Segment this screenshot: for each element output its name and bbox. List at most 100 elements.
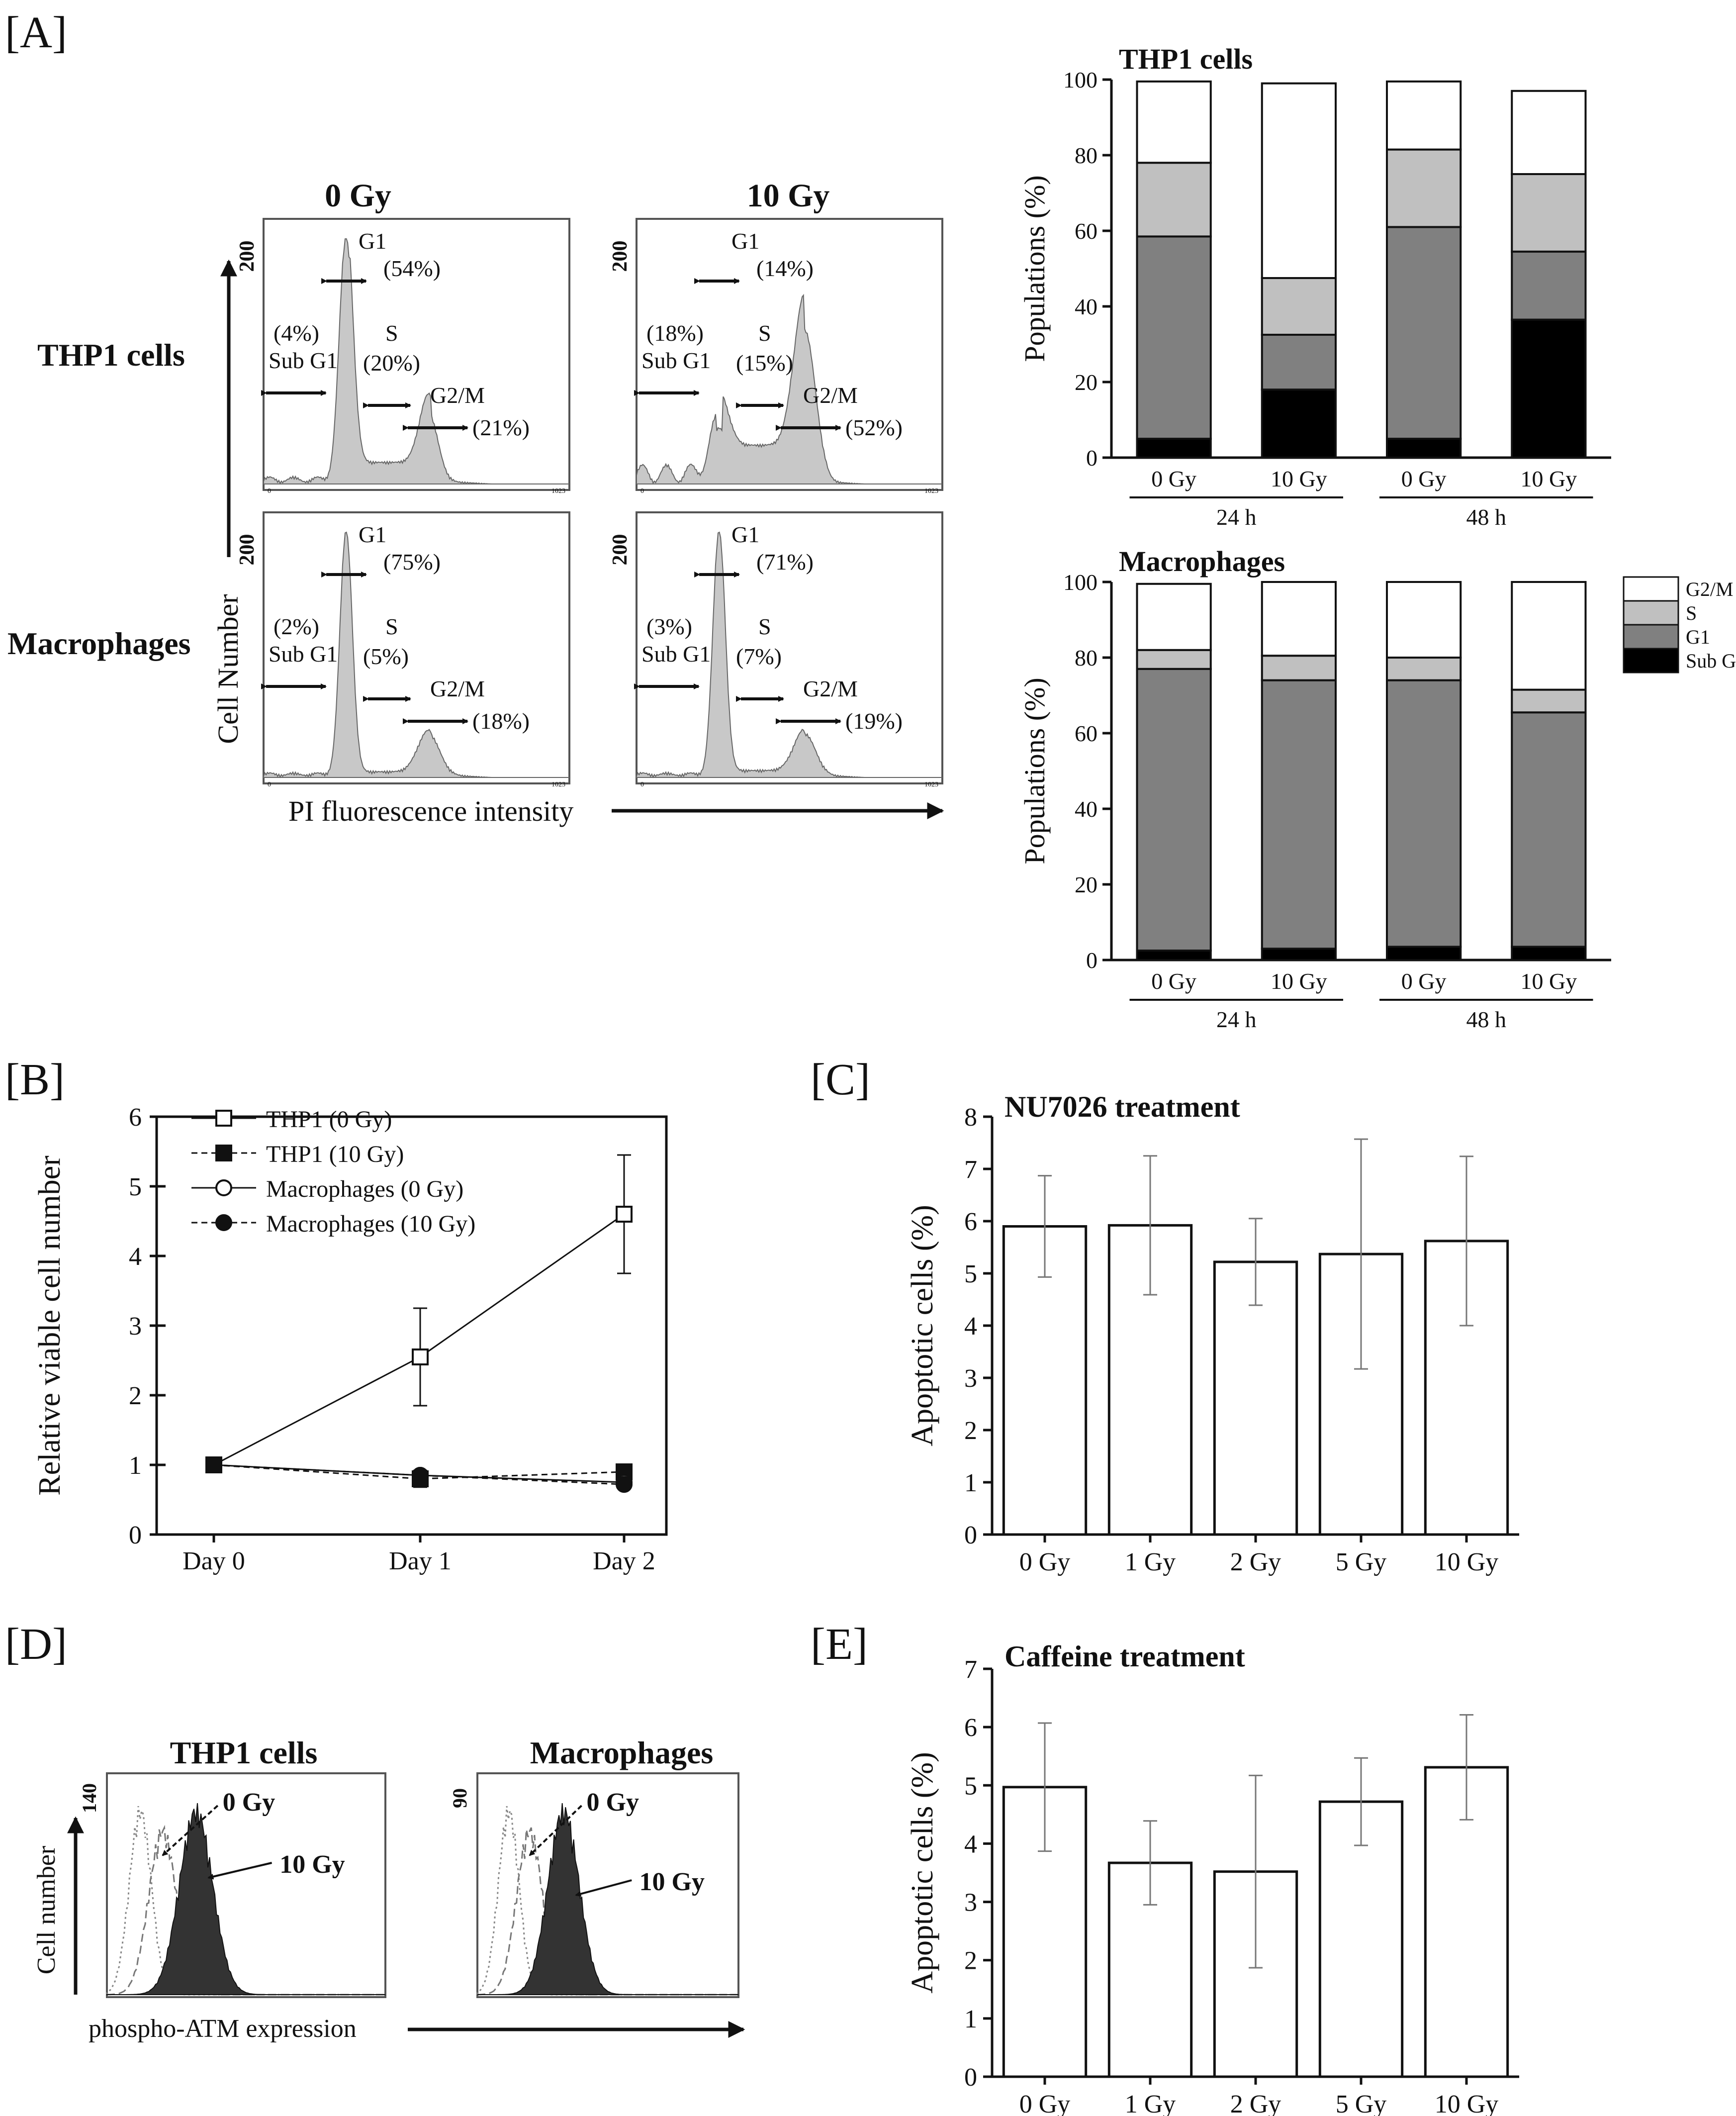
col-title-0gy: 0 Gy bbox=[325, 178, 391, 214]
d-x-axis-label: phospho-ATM expression bbox=[89, 2015, 357, 2043]
y-tick-label: 60 bbox=[1075, 721, 1097, 746]
y-tick-label: 40 bbox=[1075, 796, 1097, 822]
y-tick-label: 0 bbox=[1086, 445, 1097, 471]
g1-label: G1 bbox=[731, 228, 759, 254]
g1-percent: (75%) bbox=[383, 549, 441, 575]
legend-label: Macrophages (10 Gy) bbox=[266, 1211, 475, 1237]
legend-label: Macrophages (0 Gy) bbox=[266, 1176, 463, 1202]
legend-swatch bbox=[1623, 648, 1679, 673]
panel-label-c: [C] bbox=[811, 1055, 870, 1104]
panel-label-b: [B] bbox=[5, 1055, 65, 1104]
bar-segment bbox=[1511, 946, 1587, 962]
histogram-trace bbox=[263, 238, 569, 485]
y-axis-label: Populations (%) bbox=[1018, 175, 1051, 362]
y-max-label: 90 bbox=[449, 1788, 471, 1808]
y-tick-label: 2 bbox=[964, 1947, 977, 1975]
y-max-label: 140 bbox=[78, 1783, 100, 1813]
x-axis-label: PI fluorescence intensity bbox=[288, 795, 573, 827]
bar-segment bbox=[1261, 581, 1337, 657]
y-tick-label: 60 bbox=[1075, 218, 1097, 244]
panel-label-d: [D] bbox=[5, 1620, 67, 1669]
x-tick-label: 10 Gy bbox=[1271, 968, 1327, 994]
histogram-panel: 0 1023 200 G1(75%) (2%)Sub G1 S (5%) G2/M (18%) bbox=[236, 511, 570, 788]
bar-segment bbox=[1261, 679, 1337, 950]
x-tick-label: 2 Gy bbox=[1230, 2090, 1281, 2116]
y-tick-label: 20 bbox=[1075, 370, 1097, 395]
y-tick-label: 2 bbox=[129, 1382, 142, 1410]
g2m-percent: (18%) bbox=[472, 708, 530, 734]
histogram-panel: 0 1023 200 G1(71%) (3%)Sub G1 S (7%) G2/M (19%) bbox=[609, 511, 943, 788]
bar-segment bbox=[1136, 668, 1212, 952]
x-tick-max: 1023 bbox=[551, 487, 565, 495]
y-max-label: 200 bbox=[236, 534, 259, 566]
line-series bbox=[205, 1456, 633, 1493]
x-tick-label: 10 Gy bbox=[1435, 2090, 1499, 2116]
y-tick-label: 6 bbox=[964, 1714, 977, 1742]
y-tick-label: 6 bbox=[964, 1208, 977, 1236]
y-tick-label: 100 bbox=[1063, 570, 1097, 595]
x-tick-label: 0 Gy bbox=[1401, 466, 1447, 491]
d-title-thp1: THP1 cells bbox=[170, 1735, 318, 1770]
x-tick-label: 0 Gy bbox=[1019, 2090, 1071, 2116]
x-tick-label: 5 Gy bbox=[1336, 1548, 1387, 1576]
y-tick-label: 3 bbox=[964, 1364, 977, 1393]
chart-title: THP1 cells bbox=[1119, 43, 1253, 75]
bar-segment bbox=[1386, 438, 1462, 459]
annot-0gy: 0 Gy bbox=[223, 1788, 275, 1817]
y-tick-label: 20 bbox=[1075, 872, 1097, 897]
legend-label: Sub G1 bbox=[1686, 650, 1736, 672]
y-tick-label: 4 bbox=[964, 1312, 977, 1341]
bar-segment bbox=[1386, 946, 1462, 962]
bar-segment bbox=[1261, 277, 1337, 336]
g2m-label: G2/M bbox=[803, 676, 858, 701]
histogram-panel: 0 1023 200 G1(14%) (18%)Sub G1 S (15%) G2/M (52%… bbox=[609, 218, 943, 495]
series-line bbox=[213, 1464, 625, 1480]
g1-label: G1 bbox=[359, 522, 386, 547]
x-tick-label: 0 Gy bbox=[1151, 968, 1196, 994]
g1-percent: (54%) bbox=[383, 256, 441, 281]
bar-segment bbox=[1136, 80, 1212, 164]
atm-histogram-panel: 140 0 Gy 10 Gy bbox=[78, 1772, 386, 1998]
y-tick-label: 4 bbox=[964, 1830, 977, 1858]
x-tick-label: 0 Gy bbox=[1401, 968, 1447, 994]
bar-segment bbox=[1386, 226, 1462, 440]
y-axis-label: Cell Number bbox=[212, 594, 244, 744]
nu7026-bar-chart: NU7026 treatment 0 1 2 3 4 5 6 7 8 Apoptotic cells… bbox=[906, 1090, 1519, 1576]
histogram-trace bbox=[263, 531, 569, 778]
panel-label-e: [E] bbox=[811, 1620, 868, 1669]
group-label: 24 h bbox=[1216, 504, 1257, 530]
point-marker bbox=[616, 1476, 633, 1493]
y-tick-label: 1 bbox=[964, 1469, 977, 1497]
histogram-panel: 0 1023 200 G1(54%) (4%)Sub G1 S (20%) G2/M (21%) bbox=[236, 218, 570, 495]
y-tick-label: 80 bbox=[1075, 645, 1097, 671]
point-marker bbox=[215, 1214, 232, 1231]
x-tick-min: 0 bbox=[640, 487, 644, 495]
legend-label: G2/M bbox=[1686, 578, 1734, 600]
annot-0gy-arrow bbox=[162, 1805, 219, 1856]
histogram-frame bbox=[636, 511, 943, 784]
point-marker bbox=[412, 1348, 429, 1365]
histogram-trace bbox=[636, 531, 942, 778]
y-tick-label: 100 bbox=[1063, 67, 1097, 93]
y-tick-label: 2 bbox=[964, 1417, 977, 1445]
s-label: S bbox=[758, 614, 771, 639]
annot-10gy-arrow bbox=[207, 1862, 273, 1880]
annot-0gy-arrow bbox=[529, 1805, 582, 1856]
g2m-label: G2/M bbox=[803, 383, 858, 408]
x-tick-label: 10 Gy bbox=[1271, 466, 1327, 491]
x-tick-label: 5 Gy bbox=[1336, 2090, 1387, 2116]
point-marker bbox=[215, 1110, 232, 1127]
y-axis-label: Populations (%) bbox=[1018, 677, 1051, 864]
y-axis-label: Apoptotic cells (%) bbox=[906, 1205, 939, 1446]
bar-segment bbox=[1136, 950, 1212, 961]
y-tick-label: 4 bbox=[129, 1243, 142, 1271]
bar-segment bbox=[1511, 688, 1587, 714]
bar-segment bbox=[1261, 948, 1337, 961]
x-tick-label: Day 0 bbox=[183, 1547, 245, 1575]
bar-segment bbox=[1136, 438, 1212, 459]
x-tick-label: 0 Gy bbox=[1151, 466, 1196, 491]
chart-title: Macrophages bbox=[1119, 545, 1285, 577]
d-y-axis-label: Cell number bbox=[32, 1846, 61, 1975]
point-marker bbox=[205, 1456, 222, 1473]
point-marker bbox=[215, 1145, 232, 1161]
